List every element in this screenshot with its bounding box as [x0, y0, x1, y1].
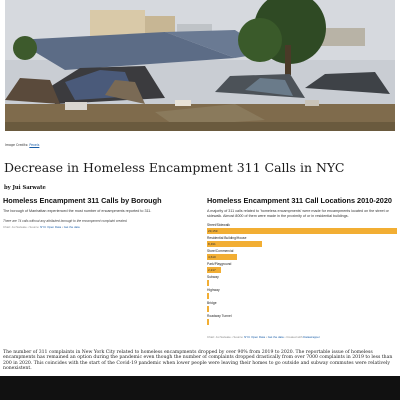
- bar: [207, 241, 263, 247]
- bar: [207, 293, 209, 299]
- borough-chart-note: There are 74 calls without any attribute…: [3, 219, 128, 223]
- borough-source-prefix: Chart: Jui Sarwate • Source:: [3, 225, 40, 229]
- bar: [207, 254, 238, 260]
- bar: [207, 228, 397, 234]
- bar: [207, 306, 209, 312]
- locations-source-link-get-data[interactable]: Get the data: [267, 334, 284, 339]
- bar-row: [207, 280, 397, 286]
- bar-value-label: 2,217: [208, 268, 216, 272]
- bar-category-label: Park/Playground: [207, 262, 232, 266]
- bar: [207, 267, 222, 273]
- locations-source-link-datawrapper[interactable]: Datawrapper: [303, 334, 320, 339]
- bar-category-label: Street/Sidewalk: [207, 223, 230, 227]
- borough-chart-source: Chart: Jui Sarwate • Source: NYC Open Da…: [3, 225, 191, 229]
- bar-category-label: Store/Commercial: [207, 249, 234, 253]
- bar-value-label: 8,491: [208, 242, 216, 246]
- locations-chart-subtitle: A majority of 311 calls related to 'home…: [207, 209, 389, 218]
- bar-category-label: Bridge: [207, 301, 217, 305]
- locations-source-link-nyc-open-data[interactable]: NYC Open Data: [244, 334, 266, 339]
- bar-row: 4,610: [207, 254, 397, 260]
- borough-chart-panel: Homeless Encampment 311 Calls by Borough…: [3, 196, 191, 229]
- locations-bar-chart: Street/Sidewalk 29,159 Residential Buildin…: [207, 223, 397, 325]
- locations-chart-panel: Homeless Encampment 311 Call Locations 2…: [207, 196, 397, 327]
- bar-row: 8,491: [207, 241, 397, 247]
- bar-row: 29,159: [207, 228, 397, 234]
- article-headline: Decrease in Homeless Encampment 311 Call…: [4, 160, 345, 175]
- article-byline: by Jui Sarwate: [4, 185, 46, 191]
- bar: [207, 280, 209, 286]
- bar-value-label: 4,610: [208, 255, 216, 259]
- image-credit-link[interactable]: Pexels: [29, 143, 40, 147]
- locations-chart-title: Homeless Encampment 311 Call Locations 2…: [207, 196, 392, 205]
- bar-category-label: Roadway Tunnel: [207, 314, 232, 318]
- borough-chart-title: Homeless Encampment 311 Calls by Borough: [3, 196, 162, 205]
- bar-row: [207, 293, 397, 299]
- locations-chart-source: Chart: Jui Sarwate • Source: NYC Open Da…: [207, 335, 320, 339]
- footer-bar: [0, 376, 400, 400]
- image-credit: Image Credits: Pexels: [5, 143, 39, 147]
- bar-category-label: Subway: [207, 275, 219, 279]
- image-credit-label: Image Credits:: [5, 143, 29, 147]
- bar-row: 2,217: [207, 267, 397, 273]
- bar-category-label: Residential Building/House: [207, 236, 247, 240]
- borough-chart-subtitle: The borough of Manhattan experienced the…: [3, 209, 152, 213]
- bar: [207, 319, 209, 325]
- borough-source-link-nyc-open-data[interactable]: NYC Open Data: [40, 225, 62, 229]
- encampment-photo: [5, 0, 395, 131]
- bar-category-label: Highway: [207, 288, 220, 292]
- bar-row: [207, 306, 397, 312]
- encampment-photo-illustration: [5, 0, 395, 131]
- bar-row: [207, 319, 397, 325]
- bar-value-label: 29,159: [208, 229, 218, 233]
- locations-source-suffix: • Created with: [284, 334, 303, 339]
- locations-source-prefix: Chart: Jui Sarwate • Source:: [207, 334, 244, 339]
- article-body: The number of 311 complaints in New York…: [3, 350, 393, 372]
- borough-source-link-get-data[interactable]: Get the data: [63, 225, 80, 229]
